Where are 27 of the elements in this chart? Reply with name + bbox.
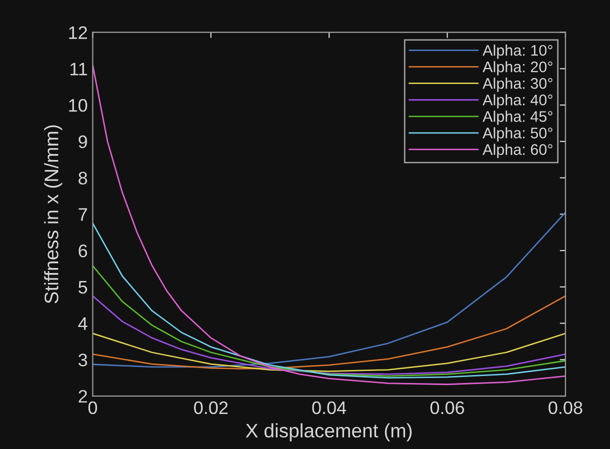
y-tick-label: 10 <box>69 99 88 112</box>
y-tick-label: 5 <box>78 281 88 294</box>
x-tick-label: 0.06 <box>430 401 464 414</box>
y-tick-label: 2 <box>78 390 87 403</box>
x-axis-title: X displacement (m) <box>246 423 412 442</box>
legend-label: Alpha: 50° <box>482 127 552 142</box>
legend-label: Alpha: 10° <box>482 44 552 59</box>
legend-label: Alpha: 45° <box>482 110 552 125</box>
y-tick-label: 8 <box>78 172 88 185</box>
legend-label: Alpha: 30° <box>482 78 552 92</box>
y-tick-label: 11 <box>70 62 87 76</box>
y-tick-label: 9 <box>78 135 88 148</box>
y-tick-label: 12 <box>69 26 87 39</box>
legend-label: Alpha: 20° <box>482 61 552 76</box>
x-tick-label: 0.08 <box>548 401 582 414</box>
line-series <box>92 265 566 377</box>
line-series <box>92 332 566 372</box>
x-tick-label: 0 <box>88 401 98 414</box>
x-tick-label: 0.04 <box>312 401 346 414</box>
y-tick-label: 3 <box>78 354 88 366</box>
y-axis-title: Stiffness in x (N/mm) <box>44 125 62 304</box>
y-tick-label: 7 <box>78 208 87 221</box>
legend-label: Alpha: 60° <box>482 144 552 158</box>
x-tick-label: 0.02 <box>194 401 228 414</box>
y-tick-label: 6 <box>78 244 88 258</box>
y-tick-label: 4 <box>78 317 88 330</box>
legend-label: Alpha: 40° <box>482 94 552 108</box>
